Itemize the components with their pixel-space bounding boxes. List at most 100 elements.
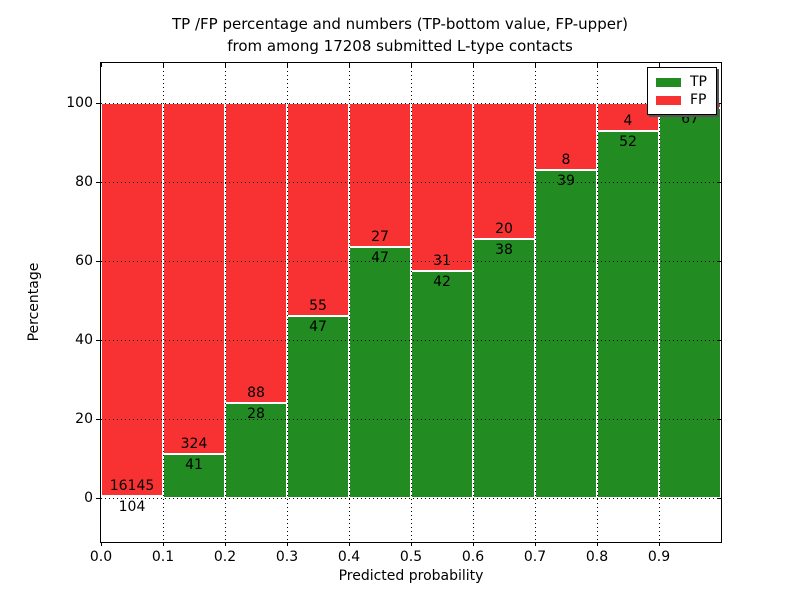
fp-count-label: 55 — [309, 298, 327, 315]
x-tick-label: 0.9 — [647, 549, 671, 565]
tp-bar-segment — [411, 270, 473, 499]
chart-title-line1: TP /FP percentage and numbers (TP-bottom… — [172, 15, 628, 33]
x-tick-mark — [163, 542, 164, 546]
gridline-horizontal — [101, 498, 721, 500]
legend-entry-fp: FP — [656, 91, 707, 109]
chart-title-line2: from among 17208 submitted L-type contac… — [227, 37, 573, 55]
gridline-horizontal — [101, 260, 721, 262]
y-tick-mark — [717, 340, 721, 342]
tp-bar-segment — [349, 247, 411, 499]
x-tick-mark — [101, 63, 102, 67]
x-tick-mark — [597, 63, 598, 67]
fp-bar-segment — [225, 102, 287, 403]
y-tick-label: 40 — [75, 332, 93, 349]
y-tick-mark — [96, 419, 100, 421]
chart-title: TP /FP percentage and numbers (TP-bottom… — [0, 13, 800, 57]
tp-bar-segment — [101, 495, 163, 499]
y-tick-label: 100 — [66, 94, 93, 111]
gridline-vertical — [225, 63, 226, 542]
tp-bar-segment — [659, 108, 721, 499]
y-tick-mark — [717, 498, 721, 500]
y-tick-mark — [96, 260, 100, 262]
x-tick-mark — [535, 63, 536, 67]
x-axis-label: Predicted probability — [338, 568, 484, 584]
x-tick-mark — [473, 63, 474, 67]
legend-label-fp: FP — [690, 92, 707, 108]
tp-count-label: 52 — [619, 133, 637, 150]
x-tick-mark — [225, 542, 226, 546]
y-tick-mark — [96, 498, 100, 500]
fp-count-label: 31 — [433, 252, 451, 269]
tp-count-label: 42 — [433, 273, 451, 290]
fp-count-label: 88 — [247, 384, 265, 401]
y-tick-mark — [96, 102, 100, 104]
x-tick-label: 0.6 — [461, 549, 485, 565]
gridline-horizontal — [101, 340, 721, 342]
legend-swatch-tp — [656, 77, 681, 87]
legend: TP FP — [647, 67, 717, 115]
fp-count-label: 20 — [495, 221, 513, 238]
tp-count-label: 47 — [309, 319, 327, 336]
tp-count-label: 39 — [557, 172, 575, 189]
fp-bar-segment — [473, 102, 535, 240]
x-tick-mark — [349, 63, 350, 67]
fp-count-label: 16145 — [109, 477, 155, 494]
gridline-vertical — [287, 63, 288, 542]
x-tick-label: 0.4 — [337, 549, 361, 565]
tp-bar-segment — [287, 316, 349, 499]
x-tick-mark — [597, 542, 598, 546]
fp-bar-segment — [287, 102, 349, 317]
y-tick-mark — [96, 340, 100, 342]
gridline-vertical — [597, 63, 598, 542]
x-tick-mark — [225, 63, 226, 67]
fp-count-label: 27 — [371, 229, 389, 246]
y-tick-mark — [717, 102, 721, 104]
x-tick-label: 0.2 — [213, 549, 237, 565]
tp-bar-segment — [535, 169, 597, 499]
gridline-vertical — [163, 63, 164, 542]
x-tick-label: 0.8 — [585, 549, 609, 565]
gridline-horizontal — [101, 102, 721, 104]
legend-swatch-fp — [656, 95, 681, 105]
x-tick-mark — [411, 63, 412, 67]
gridline-horizontal — [101, 419, 721, 421]
fp-bar-segment — [101, 102, 163, 496]
tp-count-label: 41 — [185, 456, 203, 473]
tp-bar-segment — [597, 130, 659, 499]
tp-count-label: 28 — [247, 405, 265, 422]
legend-entry-tp: TP — [656, 73, 707, 91]
gridline-horizontal — [101, 181, 721, 183]
x-tick-mark — [287, 542, 288, 546]
gridline-vertical — [659, 63, 660, 542]
tp-count-label: 67 — [681, 111, 699, 128]
fp-bar-segment — [411, 102, 473, 271]
tp-count-label: 47 — [371, 250, 389, 267]
gridline-vertical — [349, 63, 350, 542]
gridline-vertical — [473, 63, 474, 542]
tp-bar-segment — [163, 453, 225, 499]
x-tick-label: 0.7 — [523, 549, 547, 565]
y-tick-label: 60 — [75, 252, 93, 269]
x-tick-label: 0.5 — [399, 549, 423, 565]
x-tick-mark — [535, 542, 536, 546]
plot-area: Percentage Predicted probability 0.0 0.1 0… — [26, 62, 722, 584]
fp-count-label: 4 — [623, 112, 633, 129]
x-tick-label: 0.3 — [275, 549, 299, 565]
y-axis-label: Percentage — [26, 262, 42, 342]
gridline-vertical — [535, 63, 536, 542]
y-tick-label: 20 — [75, 411, 93, 428]
x-tick-mark — [101, 542, 102, 546]
tp-count-label: 38 — [495, 242, 513, 259]
x-tick-mark — [473, 542, 474, 546]
legend-label-tp: TP — [690, 74, 707, 90]
y-tick-mark — [96, 181, 100, 183]
x-tick-mark — [411, 542, 412, 546]
x-tick-mark — [659, 63, 660, 67]
gridline-vertical — [411, 63, 412, 542]
y-tick-label: 0 — [84, 490, 93, 507]
tp-bar-segment — [473, 239, 535, 499]
fp-bar-segment — [349, 102, 411, 248]
x-tick-mark — [349, 542, 350, 546]
y-tick-mark — [717, 419, 721, 421]
fp-bar-segment — [163, 102, 225, 454]
